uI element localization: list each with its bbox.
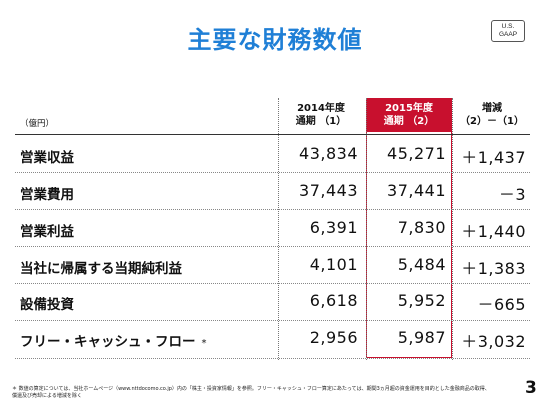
row-divider <box>15 209 530 210</box>
footnote-asterisk: * <box>201 338 207 349</box>
value-diff-operating-revenue: ＋1,437 <box>461 148 526 167</box>
value-2014-free-cash-flow: 2,956 <box>309 328 358 347</box>
column-header-2014-line1: 2014年度 <box>297 103 345 114</box>
unit-label: （億円） <box>20 119 55 129</box>
column-header-2014: 2014年度 通期 （1） <box>278 98 364 132</box>
footnote: ＊ 数値の算定については、当社ホームページ（www.nttdocomo.co.j… <box>12 386 522 400</box>
row-label-operating-revenue: 営業収益 <box>20 150 74 166</box>
value-2015-operating-income: 7,830 <box>397 218 446 237</box>
column-divider <box>366 98 367 360</box>
header-divider <box>15 134 530 135</box>
footnote-line2: 償還及び売却による増減を除く <box>12 393 82 399</box>
value-2014-operating-revenue: 43,834 <box>299 144 358 163</box>
value-2014-net-income: 4,101 <box>309 255 358 274</box>
value-2014-capex: 6,618 <box>309 291 358 310</box>
page-title: 主要な財務数値 <box>187 26 363 54</box>
value-2015-operating-revenue: 45,271 <box>387 144 446 163</box>
row-label-net-income: 当社に帰属する当期純利益 <box>20 261 182 277</box>
badge-line2: GAAP <box>498 31 518 38</box>
us-gaap-badge: U.S. GAAP <box>491 20 525 42</box>
column-divider <box>452 98 453 360</box>
row-label-capex: 設備投資 <box>20 297 74 313</box>
row-divider <box>15 172 530 173</box>
column-divider <box>278 98 279 360</box>
badge-line1: U.S. <box>501 23 515 30</box>
value-2014-operating-income: 6,391 <box>309 218 358 237</box>
row-label-operating-income: 営業利益 <box>20 224 74 240</box>
row-label-free-cash-flow: フリー・キャッシュ・フロー * <box>20 330 207 350</box>
row-divider <box>15 320 530 321</box>
column-header-2015-line1: 2015年度 <box>385 103 433 114</box>
value-2014-operating-expenses: 37,443 <box>299 181 358 200</box>
column-header-2015: 2015年度 通期 （2） <box>366 98 452 132</box>
row-label-operating-expenses: 営業費用 <box>20 187 74 203</box>
value-diff-operating-income: ＋1,440 <box>461 222 526 241</box>
column-header-2014-line2: 通期 （1） <box>295 116 347 127</box>
column-header-diff-line2: （2）－（1） <box>460 116 524 127</box>
value-diff-capex: －665 <box>477 295 526 314</box>
value-2015-free-cash-flow: 5,987 <box>397 328 446 347</box>
column-header-diff-line1: 増減 <box>482 103 502 114</box>
value-2015-net-income: 5,484 <box>397 255 446 274</box>
value-2015-operating-expenses: 37,441 <box>387 181 446 200</box>
table-bottom-divider <box>15 358 530 359</box>
page-number: 3 <box>525 378 537 398</box>
column-header-diff: 増減 （2）－（1） <box>454 98 530 132</box>
column-header-2015-line2: 通期 （2） <box>383 116 435 127</box>
value-diff-operating-expenses: －3 <box>498 185 526 204</box>
row-divider <box>15 283 530 284</box>
free-cash-flow-label-text: フリー・キャッシュ・フロー <box>20 334 196 350</box>
footnote-line1: ＊ 数値の算定については、当社ホームページ（www.nttdocomo.co.j… <box>12 386 490 392</box>
value-diff-free-cash-flow: ＋3,032 <box>461 332 526 351</box>
value-2015-capex: 5,952 <box>397 291 446 310</box>
value-diff-net-income: ＋1,383 <box>461 259 526 278</box>
row-divider <box>15 246 530 247</box>
